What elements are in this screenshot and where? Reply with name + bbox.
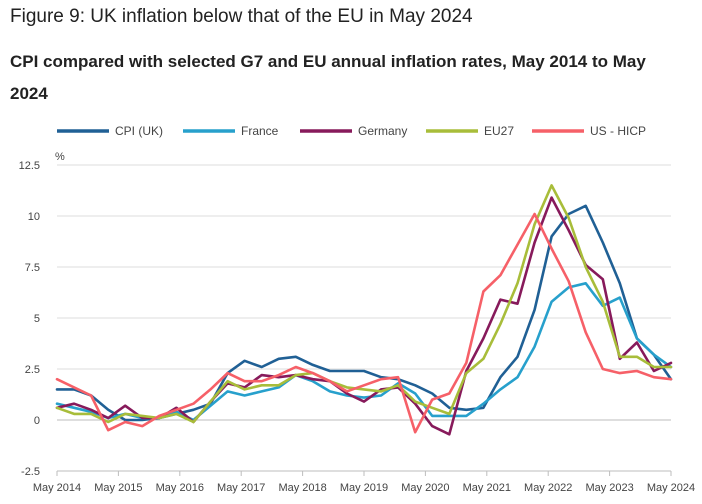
y-tick-label: 5	[34, 313, 40, 325]
y-tick-label: 2.5	[25, 364, 40, 376]
x-tick-label: May 2023	[585, 482, 633, 494]
y-tick-label: 10	[28, 211, 40, 223]
legend-item: Germany	[300, 124, 407, 138]
legend-label: EU27	[484, 124, 514, 138]
x-tick-label: May 2021	[463, 482, 511, 494]
y-tick-label: -2.5	[21, 466, 40, 478]
series-line-eu27	[55, 184, 673, 424]
x-tick-label: May 2022	[524, 482, 572, 494]
chart-subtitle: CPI compared with selected G7 and EU ann…	[10, 52, 646, 103]
legend-label: CPI (UK)	[115, 124, 163, 138]
legend-item: US - HICP	[532, 124, 646, 138]
legend-item: France	[183, 124, 279, 138]
x-tick-label: May 2019	[340, 482, 388, 494]
legend-label: France	[241, 124, 279, 138]
legend-item: CPI (UK)	[57, 124, 163, 138]
chart-series	[55, 184, 673, 436]
x-tick-label: May 2020	[401, 482, 449, 494]
series-line-france	[55, 282, 673, 422]
x-axis: May 2014 May 2015 May 2016 May 2017 May 2018…	[33, 470, 695, 494]
y-tick-label: 12.5	[19, 160, 40, 172]
y-tick-label: 0	[34, 415, 40, 427]
x-tick-label: May 2014	[33, 482, 81, 494]
legend-item: EU27	[426, 124, 514, 138]
y-axis: -2.5 0 2.5 5 7.5 10 12.5%	[19, 151, 65, 478]
y-axis-unit-label: %	[55, 151, 65, 163]
chart-gridlines	[57, 164, 671, 472]
x-tick-label: May 2017	[217, 482, 265, 494]
y-tick-label: 7.5	[25, 262, 40, 274]
legend-label: US - HICP	[590, 124, 646, 138]
x-tick-label: May 2015	[94, 482, 142, 494]
x-tick-label: May 2024	[647, 482, 695, 494]
series-line-us-hicp	[55, 212, 673, 434]
chart-legend: CPI (UK) France Germany EU27 US - HICP	[57, 124, 646, 138]
legend-label: Germany	[358, 124, 407, 138]
figure-title: Figure 9: UK inflation below that of the…	[10, 6, 473, 27]
x-tick-label: May 2016	[156, 482, 204, 494]
x-tick-label: May 2018	[278, 482, 326, 494]
